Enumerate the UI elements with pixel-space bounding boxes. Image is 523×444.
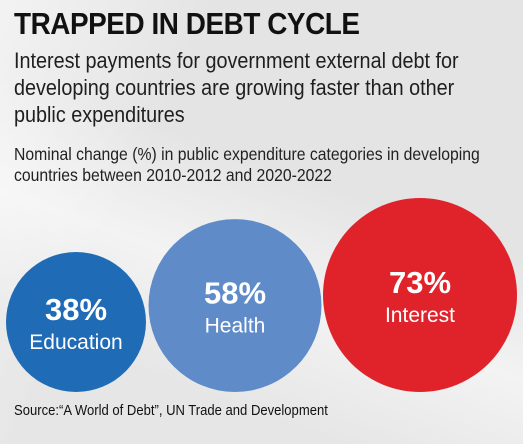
source-note: Source:“A World of Debt”, UN Trade and D… [14, 403, 328, 419]
bubble-value-education: 38% [45, 292, 107, 327]
bubble-education [6, 252, 146, 392]
chart-title: TRAPPED IN DEBT CYCLE [14, 6, 360, 41]
bubble-interest [323, 198, 517, 392]
chart-subtitle: Interest payments for government externa… [14, 48, 459, 127]
bubble-value-health: 58% [204, 276, 266, 311]
bubble-value-interest: 73% [389, 265, 451, 300]
bubble-label-health: Health [205, 315, 266, 338]
bubble-label-interest: Interest [385, 304, 455, 327]
chart-note: Nominal change (%) in public expenditure… [14, 144, 480, 185]
bubble-health [148, 219, 322, 392]
bubble-label-education: Education [29, 331, 122, 354]
